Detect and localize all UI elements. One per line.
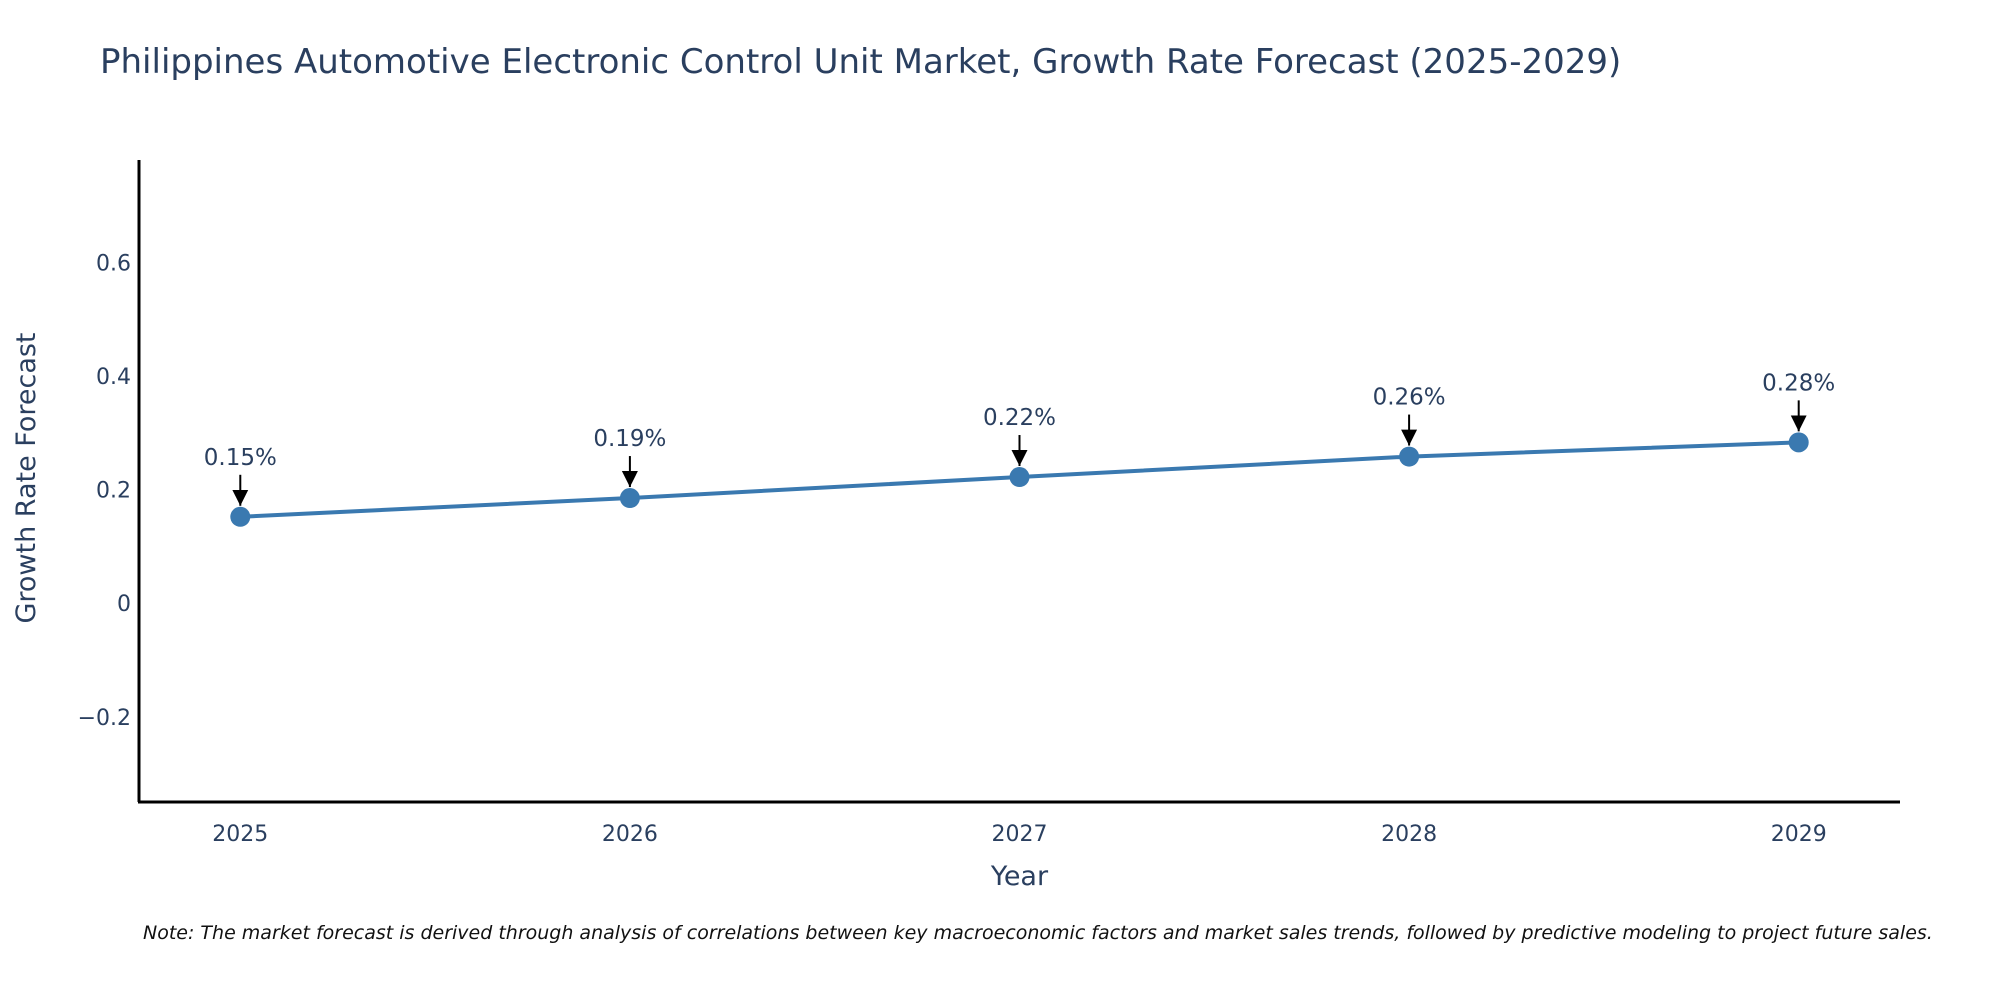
- x-tick-label: 2027: [992, 822, 1048, 847]
- annotations-layer: 0.15% 0.19% 0.22% 0.26% 0.28%: [204, 370, 1835, 506]
- series-layer: [230, 432, 1809, 527]
- data-label: 0.15%: [204, 445, 277, 471]
- x-tick-label: 2025: [212, 822, 268, 847]
- data-label: 0.19%: [593, 426, 666, 452]
- y-tick-label: 0.4: [96, 365, 131, 390]
- data-point[interactable]: [1399, 446, 1420, 467]
- x-tick-label: 2028: [1381, 822, 1437, 847]
- data-label: 0.26%: [1373, 385, 1446, 411]
- y-tick-label: 0.2: [96, 479, 131, 504]
- x-axis-title: Year: [990, 861, 1049, 892]
- x-tick-label: 2029: [1771, 822, 1827, 847]
- y-tick-label: 0.6: [96, 251, 131, 276]
- y-ticks: −0.2 0 0.2 0.4 0.6: [78, 251, 131, 731]
- data-point[interactable]: [619, 488, 640, 509]
- data-point[interactable]: [1009, 467, 1030, 488]
- axes: [137, 160, 1900, 804]
- footnote: Note: The market forecast is derived thr…: [143, 922, 1933, 944]
- data-point[interactable]: [1788, 432, 1809, 453]
- data-label: 0.28%: [1762, 370, 1835, 396]
- y-tick-label: 0: [117, 592, 131, 617]
- x-ticks: 2025 2026 2027 2028 2029: [212, 822, 1826, 847]
- y-axis-title: Growth Rate Forecast: [11, 332, 42, 623]
- data-label: 0.22%: [983, 405, 1056, 431]
- chart-title: Philippines Automotive Electronic Contro…: [100, 42, 1622, 82]
- data-point[interactable]: [230, 506, 251, 527]
- y-tick-label: −0.2: [78, 706, 131, 731]
- x-tick-label: 2026: [602, 822, 658, 847]
